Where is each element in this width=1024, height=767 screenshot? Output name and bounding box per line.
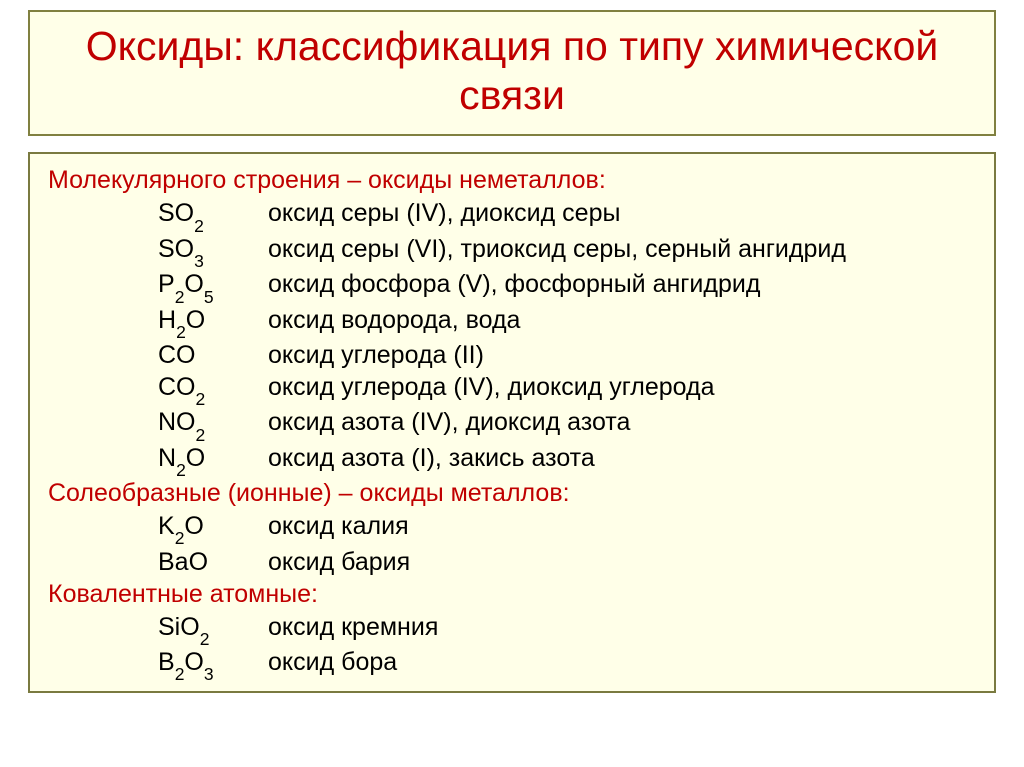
oxide-formula: CO bbox=[158, 339, 268, 371]
oxide-name: оксид углерода (II) bbox=[268, 339, 484, 371]
title-box: Оксиды: классификация по типу химической… bbox=[28, 10, 996, 136]
oxide-name: оксид азота (I), закись азота bbox=[268, 442, 595, 474]
oxide-formula: SiO2 bbox=[158, 611, 268, 646]
oxide-name: оксид калия bbox=[268, 510, 409, 542]
oxide-formula: B2O3 bbox=[158, 646, 268, 681]
oxide-formula: P2O5 bbox=[158, 268, 268, 303]
content-box: Молекулярного строения – оксиды неметалл… bbox=[28, 152, 996, 693]
oxide-row: H2O оксид водорода, вода bbox=[158, 304, 976, 339]
oxide-name: оксид углерода (IV), диоксид углерода bbox=[268, 371, 715, 403]
oxide-row: NO2 оксид азота (IV), диоксид азота bbox=[158, 406, 976, 441]
oxide-formula: N2O bbox=[158, 442, 268, 477]
oxide-formula: NO2 bbox=[158, 406, 268, 441]
oxide-row: SiO2 оксид кремния bbox=[158, 611, 976, 646]
group-heading: Ковалентные атомные: bbox=[48, 580, 976, 609]
group-heading: Солеобразные (ионные) – оксиды металлов: bbox=[48, 479, 976, 508]
oxide-name: оксид азота (IV), диоксид азота bbox=[268, 406, 630, 438]
oxide-name: оксид кремния bbox=[268, 611, 438, 643]
oxide-row: SO2 оксид серы (IV), диоксид серы bbox=[158, 197, 976, 232]
oxide-name: оксид бария bbox=[268, 546, 410, 578]
oxide-row: CO2 оксид углерода (IV), диоксид углерод… bbox=[158, 371, 976, 406]
oxide-formula: H2O bbox=[158, 304, 268, 339]
oxide-formula: CO2 bbox=[158, 371, 268, 406]
page-title: Оксиды: классификация по типу химической… bbox=[50, 22, 974, 120]
oxide-row: K2O оксид калия bbox=[158, 510, 976, 545]
oxide-formula: BaO bbox=[158, 546, 268, 578]
oxide-row: BaO оксид бария bbox=[158, 546, 976, 578]
group-heading: Молекулярного строения – оксиды неметалл… bbox=[48, 166, 976, 195]
oxide-row: B2O3 оксид бора bbox=[158, 646, 976, 681]
oxide-name: оксид серы (VI), триоксид серы, серный а… bbox=[268, 233, 846, 265]
oxide-formula: K2O bbox=[158, 510, 268, 545]
oxide-name: оксид водорода, вода bbox=[268, 304, 520, 336]
oxide-name: оксид бора bbox=[268, 646, 397, 678]
oxide-formula: SO2 bbox=[158, 197, 268, 232]
oxide-row: SO3 оксид серы (VI), триоксид серы, серн… bbox=[158, 233, 976, 268]
oxide-row: P2O5 оксид фосфора (V), фосфорный ангидр… bbox=[158, 268, 976, 303]
oxide-formula: SO3 bbox=[158, 233, 268, 268]
oxide-row: CO оксид углерода (II) bbox=[158, 339, 976, 371]
oxide-name: оксид серы (IV), диоксид серы bbox=[268, 197, 620, 229]
oxide-name: оксид фосфора (V), фосфорный ангидрид bbox=[268, 268, 760, 300]
oxide-row: N2O оксид азота (I), закись азота bbox=[158, 442, 976, 477]
